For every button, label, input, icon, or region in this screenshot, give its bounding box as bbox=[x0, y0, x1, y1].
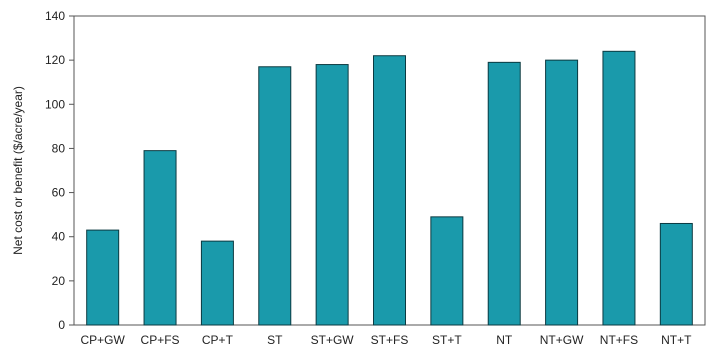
y-tick-label-100: 100 bbox=[45, 97, 65, 111]
y-axis-title-group: Net cost or benefit ($/acre/year) bbox=[11, 86, 25, 255]
y-tick-label-0: 0 bbox=[58, 318, 65, 332]
plot-area: 0 20 40 60 80 100 120 140 CP+GW CP+FS CP+T ST ST+GW S… bbox=[45, 9, 706, 347]
x-tick-label-st-plus-gw: ST+GW bbox=[311, 333, 355, 347]
bar-cp-plus-fs bbox=[143, 150, 177, 326]
bar-nt bbox=[487, 61, 521, 326]
bar-nt-plus-t bbox=[659, 222, 693, 326]
y-tick-label-140: 140 bbox=[45, 9, 65, 23]
x-tick-label-nt-plus-fs: NT+FS bbox=[600, 333, 638, 347]
x-tick-label-cp-plus-fs: CP+FS bbox=[141, 333, 180, 347]
bar-cp-plus-t bbox=[200, 240, 234, 326]
y-tick-label-40: 40 bbox=[52, 230, 66, 244]
y-tick-label-60: 60 bbox=[52, 186, 66, 200]
x-tick-label-st-plus-fs: ST+FS bbox=[371, 333, 409, 347]
y-tick-label-80: 80 bbox=[52, 141, 66, 155]
bar-st-plus-t bbox=[430, 216, 464, 326]
y-axis-title: Net cost or benefit ($/acre/year) bbox=[11, 86, 25, 255]
y-tick-label-20: 20 bbox=[52, 274, 66, 288]
bar-st bbox=[258, 66, 292, 326]
x-tick-label-cp-plus-t: CP+T bbox=[202, 333, 234, 347]
bar-cp-plus-gw bbox=[86, 229, 120, 326]
bar-st-plus-fs bbox=[373, 55, 406, 326]
bar-nt-plus-gw bbox=[545, 59, 579, 326]
x-tick-label-st-plus-t: ST+T bbox=[432, 333, 462, 347]
x-tick-label-nt-plus-gw: NT+GW bbox=[540, 333, 584, 347]
bar-nt-plus-fs bbox=[602, 50, 636, 326]
y-tick-label-120: 120 bbox=[45, 53, 65, 67]
x-tick-label-cp-plus-gw: CP+GW bbox=[81, 333, 126, 347]
x-tick-label-nt: NT bbox=[496, 333, 513, 347]
x-tick-label-st: ST bbox=[267, 333, 283, 347]
bar-st-plus-gw bbox=[315, 64, 349, 326]
x-tick-label-nt-plus-t: NT+T bbox=[661, 333, 692, 347]
